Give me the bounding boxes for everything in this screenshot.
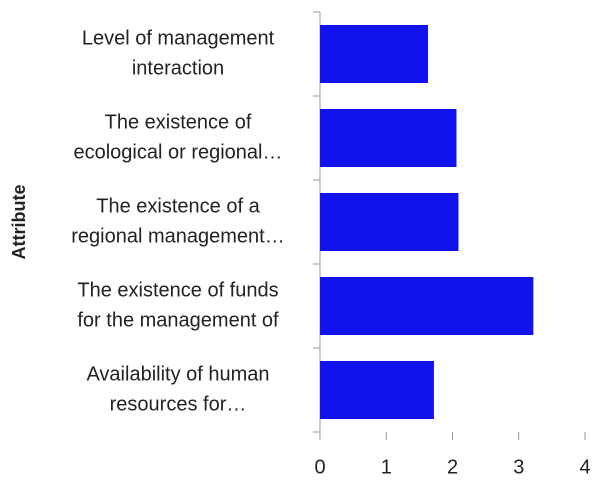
bar bbox=[320, 25, 428, 83]
y-tick-label: The existence of a bbox=[96, 195, 260, 217]
x-tick-label: 1 bbox=[381, 456, 392, 478]
y-tick-label: resources for… bbox=[110, 393, 247, 415]
y-tick-label: The existence of funds bbox=[77, 279, 278, 301]
y-tick-label: interaction bbox=[132, 57, 224, 79]
x-tick-label: 0 bbox=[314, 456, 325, 478]
y-tick-label: Level of management bbox=[82, 27, 275, 49]
x-tick-label: 3 bbox=[513, 456, 524, 478]
y-axis-label: Attribute bbox=[9, 185, 29, 260]
y-tick-label: Availability of human bbox=[86, 363, 269, 385]
y-tick-label: The existence of bbox=[105, 111, 252, 133]
bar bbox=[320, 277, 534, 335]
bar bbox=[320, 361, 434, 419]
y-tick-label: for the management of bbox=[77, 309, 279, 331]
bar bbox=[320, 109, 457, 167]
y-tick-label: ecological or regional… bbox=[73, 141, 282, 163]
x-tick-label: 2 bbox=[447, 456, 458, 478]
bar bbox=[320, 193, 459, 251]
x-tick-label: 4 bbox=[579, 456, 590, 478]
y-tick-label: regional management… bbox=[71, 225, 284, 247]
